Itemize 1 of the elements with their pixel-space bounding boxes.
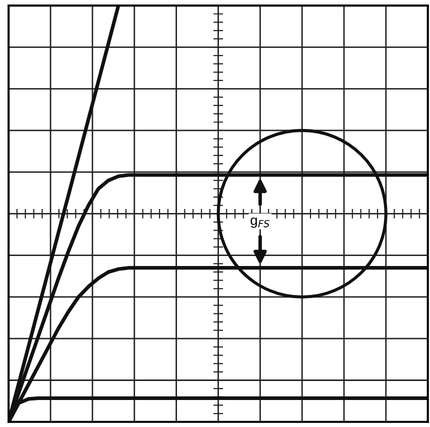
annotation: g$_{FS}$ <box>250 217 270 228</box>
